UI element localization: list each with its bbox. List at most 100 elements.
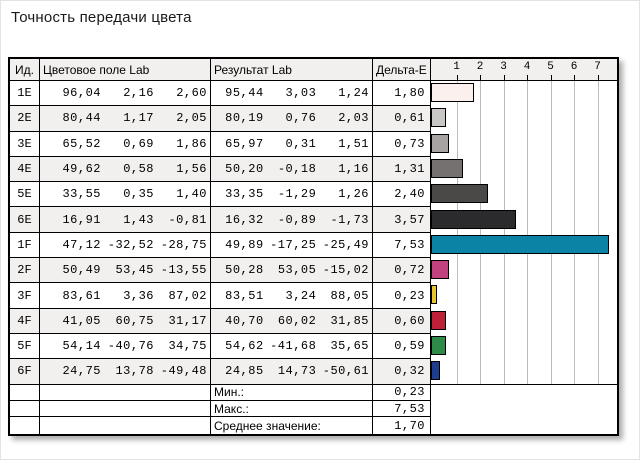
lab-value: 14,73	[277, 364, 317, 379]
summary-source-spacer	[40, 417, 211, 434]
lab-value: 1,26	[338, 187, 369, 202]
lab-value: 3,36	[123, 288, 154, 303]
lab-value: -28,75	[160, 237, 207, 252]
source-lab-values: 49,62 0,58 1,56	[40, 156, 211, 183]
lab-value: 13,78	[115, 364, 154, 379]
row-id: 2F	[10, 258, 40, 284]
lab-value: 1,86	[176, 136, 207, 151]
lab-value: 80,19	[225, 111, 264, 126]
lab-value: 95,44	[225, 86, 264, 101]
lab-value: 31,85	[330, 313, 369, 328]
lab-value: -13,55	[160, 263, 207, 278]
lab-value: 50,20	[225, 162, 264, 177]
row-id: 4F	[10, 308, 40, 334]
delta-e-bar	[431, 184, 489, 204]
lab-value: 16,91	[62, 212, 101, 227]
result-lab-values: 83,51 3,24 88,05	[211, 283, 373, 309]
lab-value: -17,25	[270, 237, 317, 252]
axis-tick-mark	[597, 75, 599, 80]
row-id: 4E	[10, 156, 40, 183]
source-lab-values: 50,49 53,45 -13,55	[40, 258, 211, 284]
lab-value: 60,75	[115, 313, 154, 328]
lab-value: 80,44	[62, 111, 101, 126]
lab-value: 31,17	[168, 313, 207, 328]
row-id: 1E	[10, 81, 40, 107]
lab-value: 0,69	[123, 136, 154, 151]
source-lab-values: 65,52 0,69 1,86	[40, 131, 211, 157]
lab-value: 16,32	[225, 212, 264, 227]
lab-value: 2,16	[123, 86, 154, 101]
lab-value: 83,61	[62, 288, 101, 303]
result-lab-values: 54,62 -41,68 35,65	[211, 333, 373, 360]
lab-value: 0,58	[123, 162, 154, 177]
source-lab-values: 83,61 3,36 87,02	[40, 283, 211, 309]
page-title: Точность передачи цвета	[11, 9, 192, 26]
chart-gridline	[597, 81, 599, 384]
result-lab-values: 95,44 3,03 1,24	[211, 81, 373, 107]
lab-value: -50,61	[322, 364, 369, 379]
lab-value: 87,02	[168, 288, 207, 303]
result-lab-values: 65,97 0,31 1,51	[211, 131, 373, 157]
column-header-result-lab: Результат Lab	[211, 59, 373, 81]
delta-e-bar	[431, 83, 475, 102]
lab-value: 53,05	[277, 263, 317, 278]
delta-e-value: 1,31	[373, 156, 431, 183]
source-lab-values: 54,14 -40,76 34,75	[40, 333, 211, 360]
row-id: 1F	[10, 232, 40, 259]
result-lab-values: 50,20 -0,18 1,16	[211, 156, 373, 183]
row-id: 6E	[10, 207, 40, 233]
lab-value: 1,43	[123, 212, 154, 227]
delta-e-bar	[431, 310, 447, 330]
lab-value: 0,31	[285, 136, 317, 151]
source-lab-values: 24,75 13,78 -49,48	[40, 359, 211, 385]
summary-id-spacer	[10, 417, 40, 434]
lab-value: -49,48	[160, 364, 207, 379]
axis-tick-label: 5	[547, 61, 554, 73]
chart-axis-header: 1 2 3 4 5 6 7	[431, 59, 617, 81]
chart-gridline	[574, 81, 575, 384]
lab-value: -40,76	[107, 339, 154, 354]
result-lab-values: 24,85 14,73 -50,61	[211, 359, 373, 385]
lab-value: -41,68	[270, 339, 317, 354]
axis-tick-mark	[574, 75, 575, 80]
summary-id-spacer	[10, 400, 40, 418]
delta-e-bar	[431, 133, 450, 153]
color-accuracy-table: Ид. Цветовое поле Lab Результат Lab Дель…	[8, 57, 619, 436]
lab-value: 2,60	[176, 86, 207, 101]
delta-e-value: 0,59	[373, 333, 431, 360]
delta-e-value: 0,61	[373, 106, 431, 132]
chart-gridline	[550, 81, 552, 384]
axis-tick-label: 1	[453, 61, 460, 73]
lab-value: 54,14	[62, 339, 101, 354]
lab-value: 65,97	[225, 136, 264, 151]
delta-e-value: 0,23	[373, 283, 431, 309]
summary-id-spacer	[10, 384, 40, 401]
lab-value: 60,02	[277, 313, 317, 328]
source-lab-values: 80,44 1,17 2,05	[40, 106, 211, 132]
axis-tick-mark	[480, 75, 481, 80]
lab-value: -15,02	[322, 263, 369, 278]
source-lab-values: 96,04 2,16 2,60	[40, 81, 211, 107]
lab-value: 1,56	[176, 162, 207, 177]
axis-tick-mark	[456, 75, 458, 80]
lab-value: 33,55	[62, 187, 101, 202]
row-id: 3E	[10, 131, 40, 157]
delta-e-value: 0,73	[373, 131, 431, 157]
delta-e-bar	[431, 336, 446, 355]
summary-source-spacer	[40, 400, 211, 418]
column-header-delta-e: Дельта-E	[373, 59, 431, 81]
axis-tick-label: 7	[594, 61, 601, 73]
lab-value: 1,16	[338, 162, 369, 177]
chart-gridline	[456, 81, 458, 384]
delta-e-bar	[431, 108, 447, 128]
lab-value: 53,45	[115, 263, 154, 278]
axis-tick-label: 2	[476, 61, 484, 73]
lab-value: -0,89	[277, 212, 317, 227]
summary-source-spacer	[40, 384, 211, 401]
delta-e-bar	[431, 285, 438, 305]
delta-e-bar	[431, 234, 609, 254]
lab-value: -0,18	[277, 162, 317, 177]
delta-e-value: 0,32	[373, 359, 431, 385]
lab-value: 0,35	[123, 187, 154, 202]
lab-value: 1,17	[123, 111, 154, 126]
